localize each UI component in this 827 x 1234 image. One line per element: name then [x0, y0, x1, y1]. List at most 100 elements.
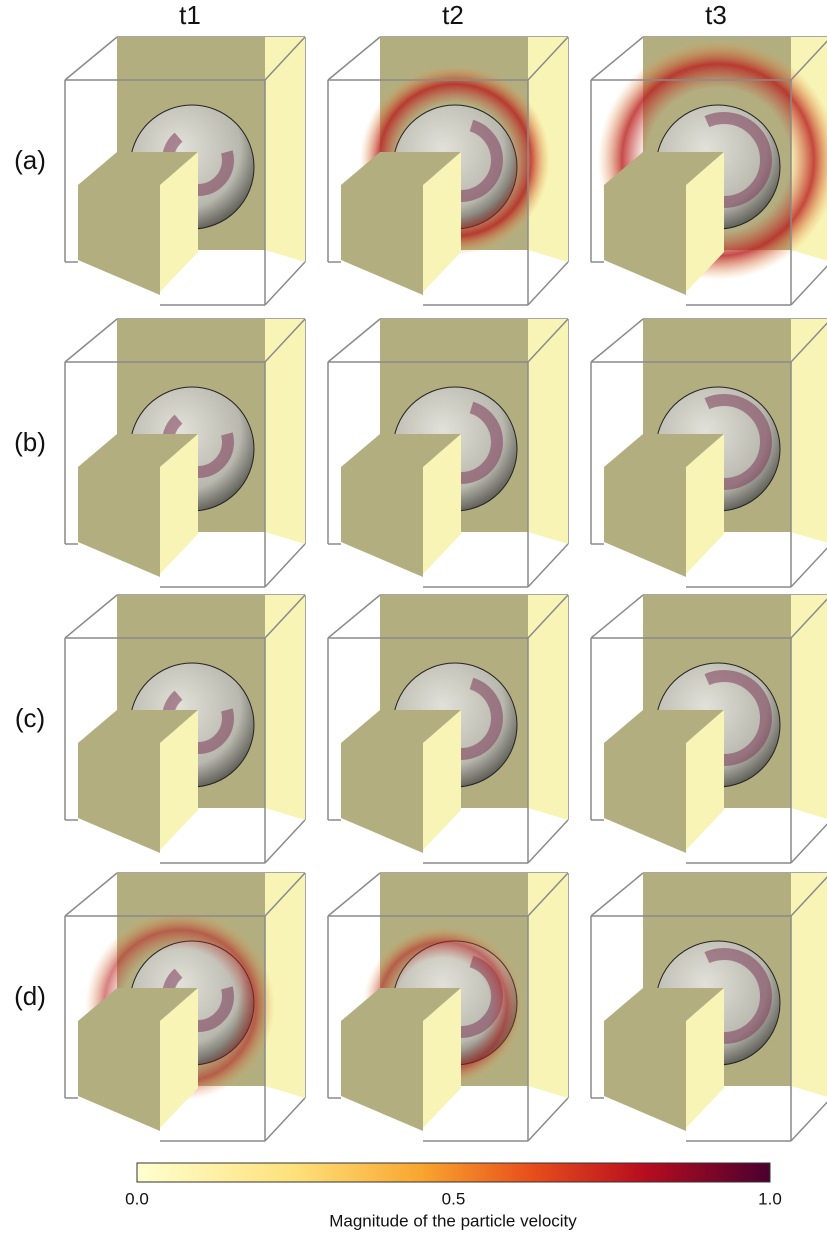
block-top: [78, 710, 198, 743]
wire-edge: [327, 36, 381, 81]
block-front: [78, 185, 160, 295]
wire-edge: [590, 872, 644, 917]
block-front: [604, 1021, 686, 1131]
wire-edge: [527, 594, 569, 639]
wire-edge: [790, 876, 827, 917]
wire-edge: [527, 872, 569, 917]
cube-panel: [327, 318, 569, 588]
wire-edge: [590, 594, 644, 639]
block-top: [341, 152, 461, 185]
wire-edge: [527, 543, 569, 588]
block-front: [341, 185, 423, 295]
column-label: t1: [179, 0, 201, 30]
colorbar-tick-label: 0.0: [125, 1189, 149, 1208]
block-top: [341, 988, 461, 1021]
wire-edge: [327, 594, 381, 639]
cube-panel: [590, 318, 827, 588]
cube-panel: [327, 872, 569, 1142]
row-label: (d): [14, 981, 46, 1011]
block-top: [604, 152, 724, 185]
wire-edge: [264, 36, 306, 81]
wire-edge: [64, 318, 118, 363]
block-top: [604, 988, 724, 1021]
side-wall: [791, 873, 827, 1097]
side-wall: [265, 595, 305, 820]
block-side: [160, 988, 198, 1128]
block-front: [604, 743, 686, 853]
block-side: [686, 988, 724, 1128]
block-side: [686, 434, 724, 574]
side-wall: [265, 319, 305, 544]
block-top: [604, 434, 724, 467]
side-wall: [791, 319, 827, 543]
block-side: [423, 988, 461, 1128]
cube-panel: [64, 594, 306, 864]
column-label: t2: [442, 0, 464, 30]
block-top: [78, 988, 198, 1021]
block-top: [78, 152, 198, 185]
block-side: [686, 152, 724, 292]
panels: [64, 36, 827, 1142]
wire-edge: [527, 1097, 569, 1142]
side-wall: [528, 319, 568, 544]
wire-edge: [527, 261, 569, 306]
wire-edge: [327, 318, 381, 363]
block-top: [341, 434, 461, 467]
column-label: t3: [705, 0, 727, 30]
wire-edge: [527, 318, 569, 363]
cube-panel: [64, 36, 306, 306]
row-label: (b): [14, 427, 46, 457]
wire-edge: [327, 872, 381, 917]
wire-edge: [590, 318, 644, 363]
wire-edge: [790, 40, 827, 81]
side-wall: [528, 873, 568, 1098]
wire-edge: [264, 261, 306, 306]
wire-edge: [64, 872, 118, 917]
block-front: [78, 467, 160, 577]
block-side: [686, 710, 724, 850]
block-side: [160, 710, 198, 850]
side-wall: [528, 595, 568, 820]
side-wall: [265, 873, 305, 1098]
wire-edge: [264, 872, 306, 917]
block-front: [341, 1021, 423, 1131]
cube-panel: [327, 36, 569, 306]
block-side: [160, 152, 198, 292]
block-front: [604, 467, 686, 577]
cube-panel: [590, 36, 827, 306]
wire-edge: [790, 598, 827, 639]
cube-panel: [64, 872, 306, 1142]
block-front: [341, 467, 423, 577]
colorbar-tick-label: 0.5: [442, 1189, 466, 1208]
block-top: [604, 710, 724, 743]
block-top: [341, 710, 461, 743]
block-front: [78, 743, 160, 853]
cube-panel: [590, 872, 827, 1142]
wire-edge: [790, 1101, 827, 1142]
row-label: (c): [15, 703, 45, 733]
wire-edge: [264, 819, 306, 864]
block-front: [604, 185, 686, 295]
row-label: (a): [14, 145, 46, 175]
colorbar-label: Magnitude of the particle velocity: [329, 1211, 577, 1230]
cube-panel: [590, 594, 827, 864]
colorbar: [136, 1162, 771, 1183]
cube-panel: [64, 318, 306, 588]
wire-edge: [264, 543, 306, 588]
block-side: [423, 152, 461, 292]
wire-edge: [590, 36, 644, 81]
wire-edge: [64, 36, 118, 81]
cube-panel: [327, 594, 569, 864]
wire-edge: [790, 823, 827, 864]
wire-edge: [264, 318, 306, 363]
block-side: [423, 434, 461, 574]
block-side: [160, 434, 198, 574]
block-front: [341, 743, 423, 853]
wire-edge: [527, 36, 569, 81]
wire-edge: [790, 547, 827, 588]
wire-edge: [790, 265, 827, 306]
block-top: [78, 434, 198, 467]
wire-edge: [64, 594, 118, 639]
